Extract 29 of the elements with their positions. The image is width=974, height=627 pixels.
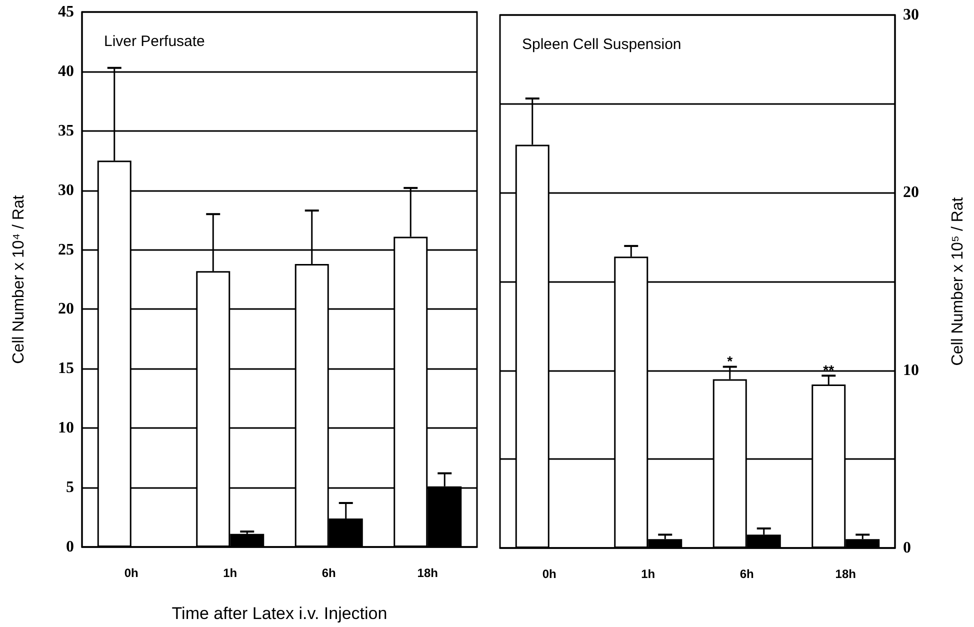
annotation: * (727, 352, 733, 369)
y-tick-label: 5 (66, 479, 74, 496)
x-tick-label: 18h (417, 566, 438, 580)
y-tick-label: 10 (903, 362, 919, 379)
x-tick-label: 18h (835, 567, 856, 581)
y-tick-label: 30 (903, 6, 919, 24)
x-tick-label: 0h (542, 567, 556, 581)
annotation: ** (823, 362, 834, 378)
y-tick-label: 30 (58, 182, 74, 199)
y-tick-label: 20 (58, 300, 74, 318)
y-tick-label: 15 (58, 360, 74, 378)
x-tick-label: 1h (223, 566, 238, 580)
y-tick-label: 0 (903, 540, 911, 556)
y-tick-label: 20 (903, 184, 919, 202)
y-axis-title: Cell Number x 10⁵ / Rat (950, 196, 966, 366)
x-tick-label: 6h (740, 567, 754, 581)
y-axis-title: Cell Number x 10⁴ / Rat (10, 194, 28, 364)
text: Spleen Cell Suspension (522, 36, 682, 53)
y-tick-label: 0 (66, 538, 74, 556)
text: Liver Perfusate (104, 33, 205, 50)
y-tick-label: 25 (58, 241, 74, 258)
y-tick-label: 10 (58, 420, 74, 437)
x-tick-label: 6h (322, 566, 336, 580)
x-tick-label: 1h (641, 567, 656, 581)
y-tick-label: 45 (58, 4, 74, 20)
y-tick-label: 35 (58, 122, 74, 140)
x-tick-label: 0h (124, 566, 138, 580)
y-tick-label: 40 (58, 62, 74, 80)
x-axis-title: Time after Latex i.v. Injection (172, 604, 388, 623)
